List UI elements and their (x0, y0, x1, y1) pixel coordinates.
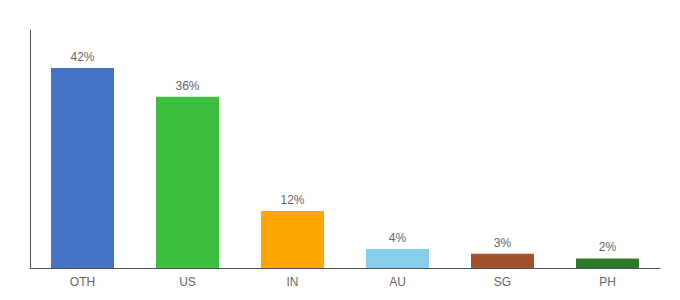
svg-text:SG: SG (494, 275, 511, 289)
svg-text:12%: 12% (280, 193, 304, 207)
svg-text:AU: AU (389, 275, 406, 289)
svg-text:4%: 4% (389, 231, 407, 245)
svg-text:36%: 36% (175, 79, 199, 93)
svg-text:2%: 2% (599, 240, 617, 254)
svg-text:US: US (179, 275, 196, 289)
svg-text:42%: 42% (70, 50, 94, 64)
svg-text:PH: PH (599, 275, 616, 289)
svg-text:3%: 3% (494, 236, 512, 250)
svg-text:IN: IN (287, 275, 299, 289)
svg-text:OTH: OTH (70, 275, 95, 289)
